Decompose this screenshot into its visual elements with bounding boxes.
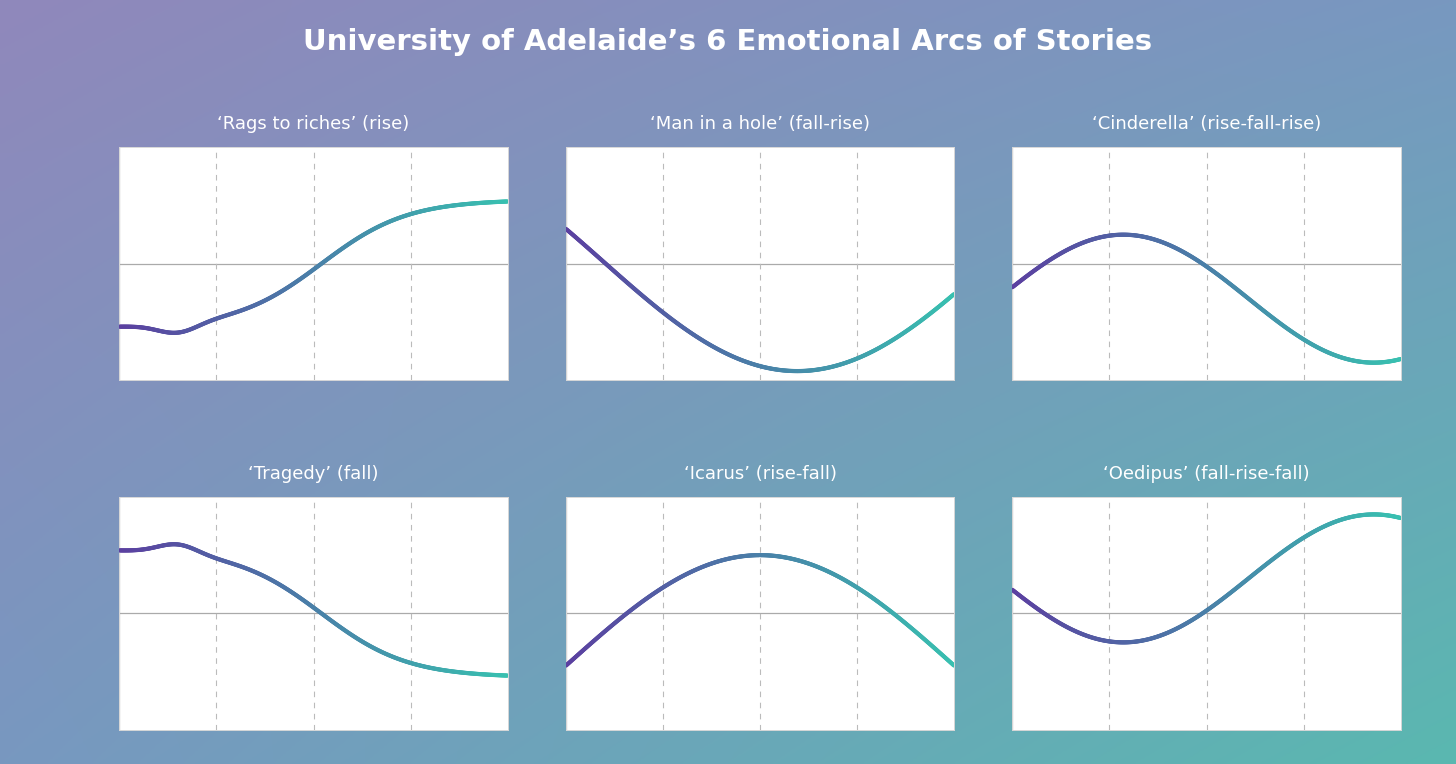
Text: ‘Icarus’ (rise-fall): ‘Icarus’ (rise-fall): [683, 465, 837, 483]
Text: ‘Rags to riches’ (rise): ‘Rags to riches’ (rise): [217, 115, 409, 134]
Text: University of Adelaide’s 6 Emotional Arcs of Stories: University of Adelaide’s 6 Emotional Arc…: [303, 28, 1153, 56]
Text: ‘Cinderella’ (rise-fall-rise): ‘Cinderella’ (rise-fall-rise): [1092, 115, 1321, 134]
Text: ‘Oedipus’ (fall-rise-fall): ‘Oedipus’ (fall-rise-fall): [1104, 465, 1310, 483]
Text: ‘Man in a hole’ (fall-rise): ‘Man in a hole’ (fall-rise): [649, 115, 871, 134]
Text: ‘Tragedy’ (fall): ‘Tragedy’ (fall): [249, 465, 379, 483]
